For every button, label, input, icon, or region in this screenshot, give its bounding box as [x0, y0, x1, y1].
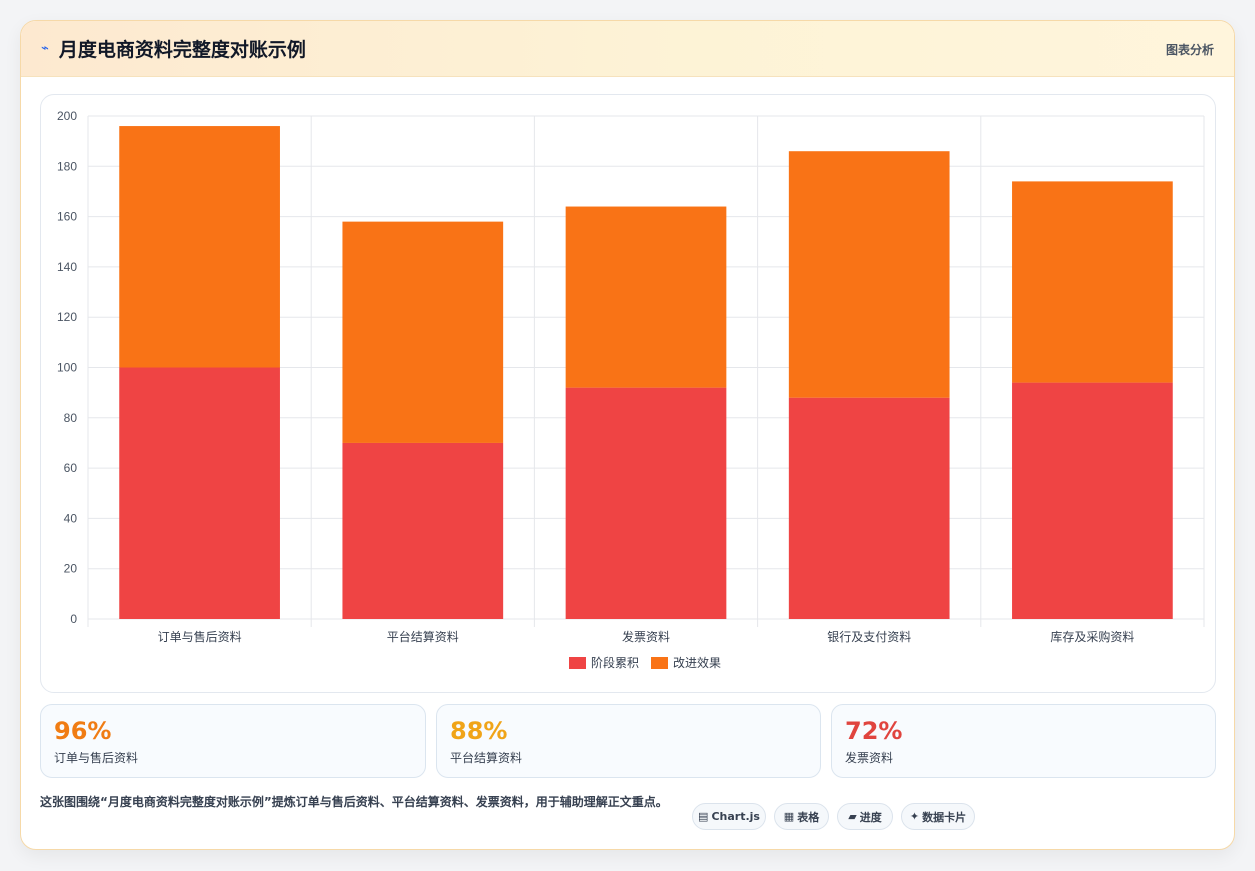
page-title: 月度电商资料完整度对账示例: [58, 39, 306, 61]
x-tick-label: 订单与售后资料: [158, 629, 242, 644]
bar: [1012, 382, 1173, 619]
stat-cards: 96% 订单与售后资料 88% 平台结算资料 72% 发票资料: [40, 704, 1216, 778]
sparkle-icon: ✦: [909, 810, 920, 823]
stacked-bar-chart: 0 20 40 60 80 100 120 140 160 180 200 订单与售后资料 平台结算资料…: [57, 109, 1205, 670]
bar: [342, 221, 504, 443]
y-tick-label: 20: [64, 562, 78, 576]
stat-value: 96%: [54, 717, 112, 745]
stat-value: 88%: [450, 717, 508, 745]
chart-description: 这张图围绕“月度电商资料完整度对账示例”提炼订单与售后资料、平台结算资料、发票资…: [40, 795, 668, 809]
x-tick-label: 发票资料: [622, 629, 670, 644]
progress-icon: ▰: [848, 810, 857, 823]
bar: [342, 442, 504, 619]
legend-swatch: [569, 657, 586, 669]
tag-label: 表格: [797, 810, 820, 824]
stat-card: 88% 平台结算资料: [436, 704, 821, 778]
legend-swatch: [651, 657, 668, 669]
y-tick-label: 100: [57, 361, 77, 375]
chart-line-icon: ⌁: [41, 41, 49, 56]
bar: [788, 397, 950, 619]
bar: [565, 206, 727, 388]
bar: [565, 387, 727, 619]
tag-label: 进度: [859, 810, 882, 824]
y-tick-label: 120: [57, 310, 77, 324]
chart-icon: ▤: [698, 810, 709, 823]
stat-card: 96% 订单与售后资料: [40, 704, 426, 778]
tag-table[interactable]: ▦ 表格: [774, 803, 829, 830]
y-tick-label: 40: [64, 511, 78, 525]
y-tick-label: 160: [57, 210, 77, 224]
bar: [1012, 181, 1173, 383]
y-tick-label: 200: [57, 109, 77, 123]
y-tick-label: 80: [64, 411, 78, 425]
tag-data-card[interactable]: ✦ 数据卡片: [901, 803, 975, 830]
bar: [119, 126, 280, 368]
chart-analysis-label: 图表分析: [1165, 43, 1214, 57]
stat-label: 平台结算资料: [450, 751, 523, 765]
legend-label: 改进效果: [673, 655, 721, 670]
chart-card: ⌁ 月度电商资料完整度对账示例 图表分析 0 20 40 60 80 100 120 140 1…: [20, 20, 1235, 850]
x-tick-label: 银行及支付资料: [827, 630, 911, 644]
x-tick-label: 平台结算资料: [387, 629, 459, 644]
y-tick-label: 180: [57, 159, 77, 173]
card-header: ⌁ 月度电商资料完整度对账示例 图表分析: [21, 21, 1234, 77]
tag-label: Chart.js: [711, 810, 760, 823]
chart-panel: 0 20 40 60 80 100 120 140 160 180 200 订单与售后资料 平台结算资料…: [40, 94, 1216, 693]
y-tick-label: 60: [64, 461, 78, 475]
tag-chartjs[interactable]: ▤ Chart.js: [692, 803, 766, 830]
table-icon: ▦: [783, 810, 795, 823]
stat-card: 72% 发票资料: [831, 704, 1216, 778]
stat-label: 订单与售后资料: [54, 751, 139, 765]
stat-label: 发票资料: [845, 751, 894, 765]
bar: [119, 367, 280, 619]
bar: [788, 151, 950, 398]
y-tick-label: 0: [70, 612, 77, 626]
legend-label: 阶段累积: [591, 655, 639, 670]
tag-progress[interactable]: ▰ 进度: [837, 803, 893, 830]
stat-value: 72%: [845, 717, 903, 745]
tag-label: 数据卡片: [922, 810, 967, 824]
y-tick-label: 140: [57, 260, 77, 274]
x-tick-label: 库存及采购资料: [1050, 629, 1134, 644]
